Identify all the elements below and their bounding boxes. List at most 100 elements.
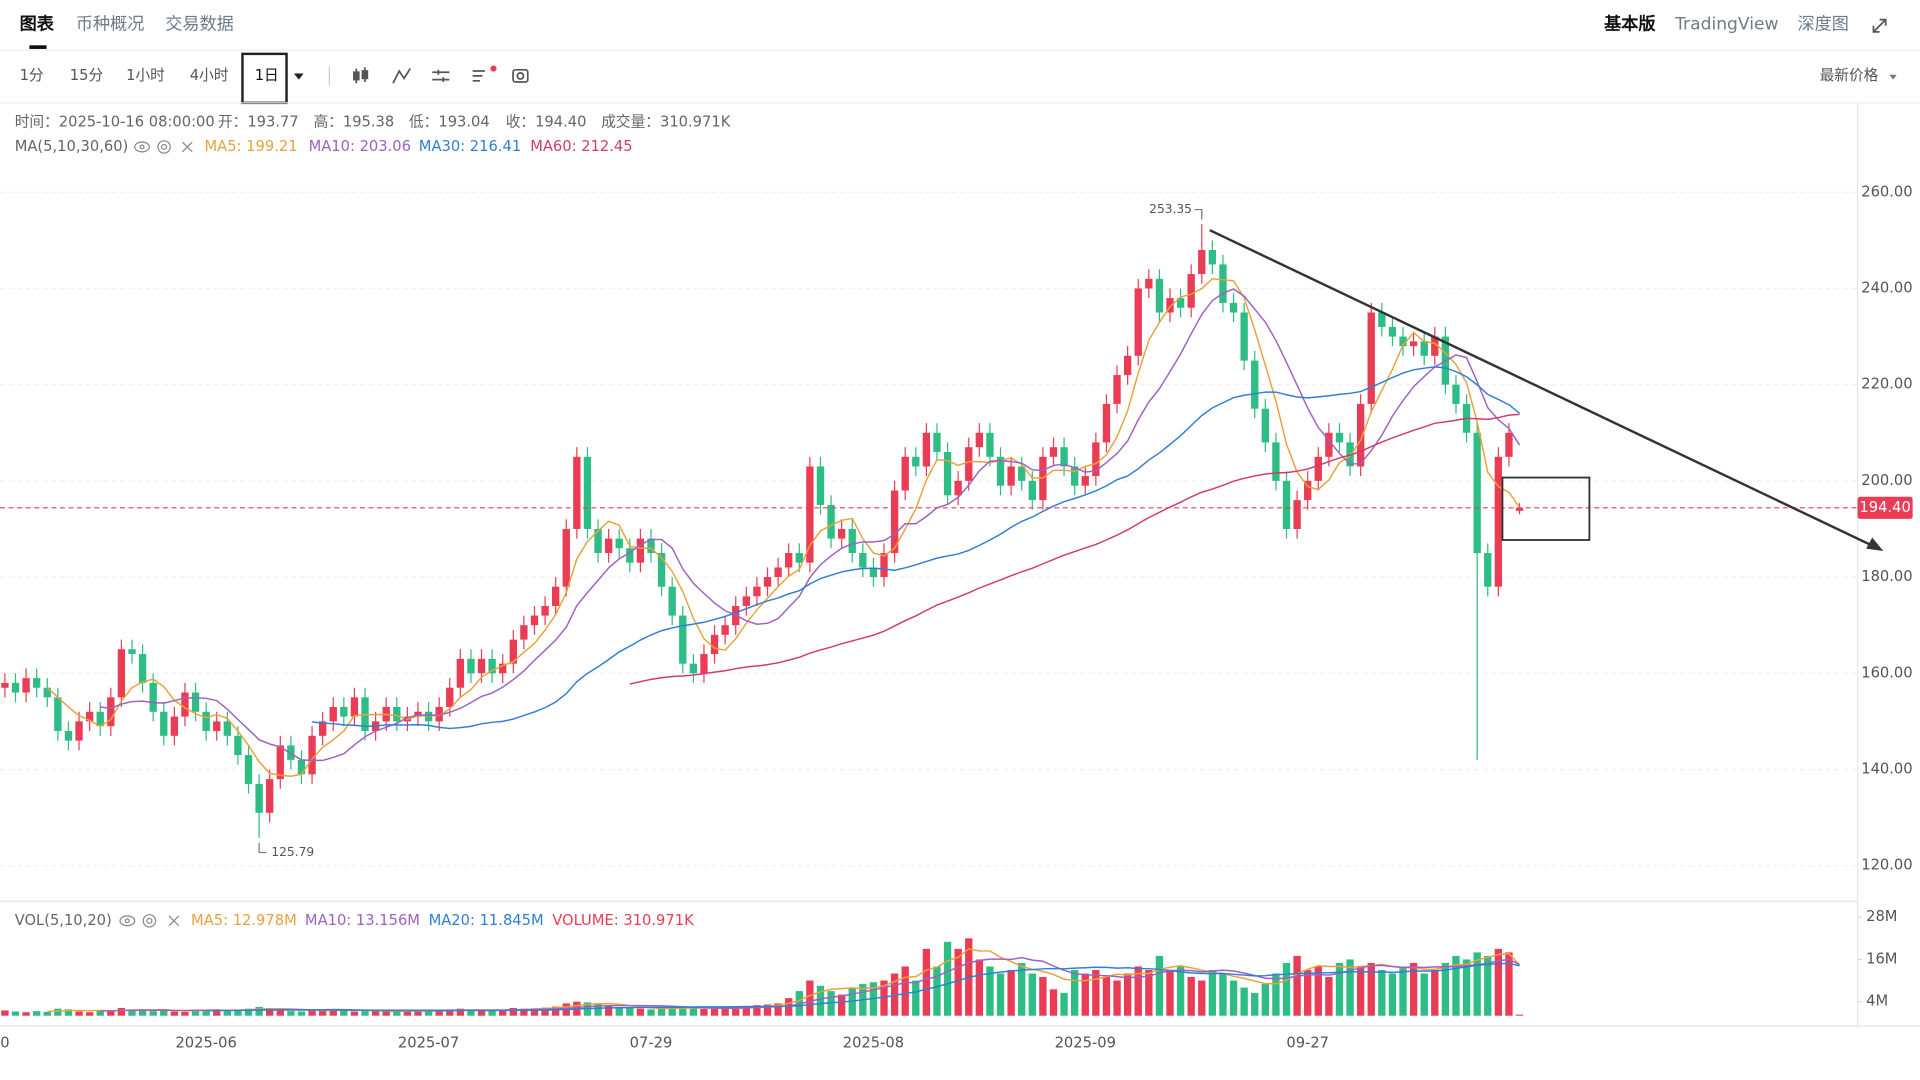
volume-bar xyxy=(1356,966,1365,1016)
volume-bar xyxy=(1484,955,1492,1016)
draw-icon[interactable] xyxy=(472,65,497,82)
candle-body xyxy=(795,553,803,563)
volume-bar xyxy=(1335,962,1344,1016)
volume-bar xyxy=(1314,966,1322,1016)
vol-tick-label: 16M xyxy=(1866,950,1897,967)
high-label: 253.35 xyxy=(1149,202,1192,216)
volume-bar xyxy=(1367,962,1375,1016)
volume-bar xyxy=(297,1011,306,1016)
candle-body xyxy=(1452,384,1460,404)
fullscreen-icon[interactable] xyxy=(1872,18,1887,33)
volume-bar xyxy=(1028,973,1036,1016)
trend-line xyxy=(1209,229,1877,549)
candle-body xyxy=(1176,298,1185,308)
volume-bar xyxy=(509,1007,517,1016)
candle-body xyxy=(1145,278,1153,289)
volume-bar xyxy=(1494,948,1503,1016)
volume-bar xyxy=(1039,977,1047,1016)
candle-body xyxy=(488,658,496,674)
candle-body xyxy=(922,432,931,467)
volume-bar xyxy=(552,1006,560,1016)
interval[interactable]: 15分 xyxy=(70,67,104,84)
candle-body xyxy=(1314,456,1322,481)
volume-bar xyxy=(1441,962,1450,1016)
candle-body xyxy=(1515,507,1524,511)
info-open: 开：193.77 xyxy=(218,113,299,130)
candle-body xyxy=(562,528,570,587)
trend-arrow xyxy=(1866,537,1884,552)
candle-body xyxy=(1251,360,1259,409)
volume-bar xyxy=(530,1008,539,1016)
candle-body xyxy=(1018,466,1026,481)
volume-bar xyxy=(350,1011,359,1016)
interval[interactable]: 1小时 xyxy=(126,67,165,84)
indicator-icon[interactable] xyxy=(392,68,411,84)
dropdown[interactable] xyxy=(1889,74,1897,80)
candle-icon[interactable] xyxy=(353,67,369,84)
volume-bar xyxy=(276,1010,284,1016)
low-label: 125.79 xyxy=(271,845,314,859)
y-tick-label: 180.00 xyxy=(1861,568,1912,585)
candle-body xyxy=(594,528,602,554)
candle-body xyxy=(1155,278,1164,313)
tab[interactable]: 币种概况 xyxy=(76,14,145,34)
x-tick-label: 09-27 xyxy=(1286,1034,1329,1051)
volume-bar xyxy=(244,1008,253,1016)
candle-body xyxy=(1187,274,1195,308)
legend-icons[interactable] xyxy=(119,140,193,928)
volume-bar xyxy=(213,1009,221,1016)
vol-legend: VOLUME: 310.971K xyxy=(552,912,694,929)
volume-bar xyxy=(668,1007,676,1016)
settings-icon[interactable] xyxy=(432,69,450,83)
volume-bar xyxy=(1399,966,1407,1016)
volume-bar xyxy=(626,1007,634,1016)
candle-body xyxy=(202,711,210,732)
volume-bar xyxy=(1409,962,1418,1016)
view-mode[interactable]: TradingView xyxy=(1674,14,1778,34)
volume-bar xyxy=(202,1010,210,1016)
snapshot-icon[interactable] xyxy=(512,68,529,83)
candle-body xyxy=(943,452,952,496)
volume-bar xyxy=(22,1012,30,1016)
volume-bar xyxy=(1187,977,1195,1016)
interval[interactable]: 1分 xyxy=(20,67,44,84)
price-type[interactable]: 最新价格 xyxy=(1820,67,1879,84)
candle-body xyxy=(647,538,655,554)
interval[interactable]: 4小时 xyxy=(190,67,229,84)
candle-body xyxy=(912,456,920,467)
info-close: 收：194.40 xyxy=(506,113,587,130)
volume-bar xyxy=(414,1010,422,1016)
volume-bar xyxy=(1007,969,1015,1016)
ma-line xyxy=(629,413,1520,685)
high-pointer xyxy=(1194,208,1203,220)
volume-bar xyxy=(234,1009,242,1016)
candle-body xyxy=(138,654,147,683)
candle-body xyxy=(54,697,62,732)
dropdown[interactable] xyxy=(293,73,304,80)
tab[interactable]: 交易数据 xyxy=(165,14,234,34)
volume-bar xyxy=(424,1011,433,1016)
candle-body xyxy=(785,553,793,568)
candle-body xyxy=(393,706,401,722)
volume-bar xyxy=(361,1011,369,1016)
volume-bar xyxy=(933,966,941,1016)
info-time: 时间：2025-10-16 08:00:00 xyxy=(15,113,215,130)
volume-bar xyxy=(1388,973,1397,1016)
tab[interactable]: 图表 xyxy=(20,13,55,34)
candle-body xyxy=(1123,355,1132,376)
candle-body xyxy=(1060,447,1068,467)
volume-bar xyxy=(488,1010,496,1016)
volume-bar xyxy=(1018,962,1026,1016)
volume-bar xyxy=(382,1011,390,1016)
interval[interactable]: 1日 xyxy=(255,67,279,84)
volume-bar xyxy=(1378,969,1386,1016)
info-volume: 成交量：310.971K xyxy=(601,112,730,130)
view-mode[interactable]: 基本版 xyxy=(1604,13,1656,34)
y-tick-label: 200.00 xyxy=(1861,472,1912,489)
volume-bar xyxy=(1420,973,1428,1016)
x-tick-label: 2025-06 xyxy=(175,1034,236,1051)
view-mode[interactable]: 深度图 xyxy=(1798,14,1849,34)
ma-line xyxy=(100,288,1521,762)
candle-body xyxy=(573,456,581,529)
volume-bar xyxy=(223,1010,231,1016)
